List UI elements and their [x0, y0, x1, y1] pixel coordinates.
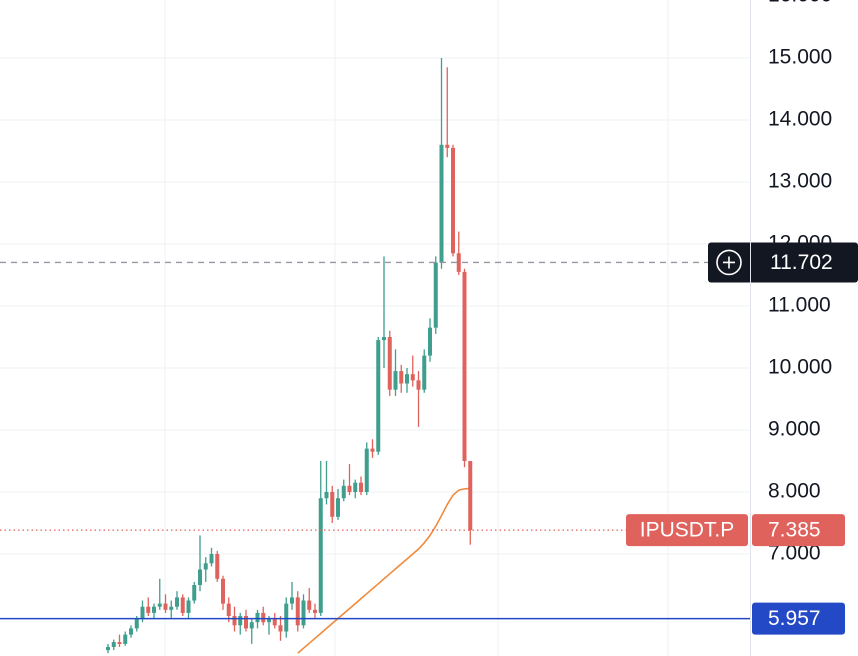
candle-body — [175, 597, 179, 607]
candle-body — [272, 619, 277, 626]
candle-body — [134, 619, 139, 629]
candle-body — [238, 616, 243, 626]
candles — [106, 57, 473, 654]
crosshair-label — [708, 242, 858, 283]
candle-body — [215, 554, 220, 579]
last-price-label — [752, 514, 845, 547]
last-price: 7.385 — [768, 519, 821, 542]
candle-body — [451, 147, 455, 254]
candle-body — [221, 578, 225, 604]
candle-body — [261, 612, 266, 623]
candle-body — [382, 336, 386, 341]
candle-body — [307, 600, 312, 610]
candle-body — [232, 616, 237, 626]
grid — [0, 57, 750, 555]
candle-body — [111, 642, 116, 648]
candle-body — [163, 603, 168, 610]
candle-body — [290, 597, 294, 604]
candle-body — [405, 374, 409, 384]
candle-body — [198, 569, 202, 586]
candle-body — [353, 482, 358, 492]
candle-body — [462, 271, 467, 461]
price-line-label — [752, 602, 845, 635]
candle-body — [433, 262, 438, 328]
y-tick-label: 8.000 — [768, 480, 821, 503]
candle-body — [244, 616, 248, 629]
candle-body — [359, 482, 363, 492]
candle-body — [186, 600, 191, 613]
time-grid — [164, 0, 669, 656]
candle-body — [445, 144, 450, 148]
candle-body — [364, 448, 369, 492]
crosshair-price: 11.702 — [770, 251, 833, 274]
candle-body — [203, 563, 208, 570]
moving-average-line — [297, 487, 471, 654]
price-line-value: 5.957 — [768, 607, 821, 630]
price-scale — [750, 0, 858, 656]
y-tick-label: 13.000 — [768, 170, 832, 193]
candle-body — [416, 380, 421, 390]
candle-body — [123, 634, 128, 644]
candle-body — [169, 606, 174, 610]
candle-body — [278, 625, 283, 632]
add-alert-icon — [723, 256, 735, 269]
candle-body — [341, 485, 346, 499]
candle-body — [318, 498, 323, 613]
candle-body — [192, 585, 197, 601]
add-alert-button — [716, 249, 742, 276]
candle-body — [140, 606, 145, 620]
candle-body — [393, 371, 398, 390]
candle-body — [301, 600, 306, 626]
candle-body — [468, 460, 473, 531]
candle-body — [376, 340, 381, 452]
candle-body — [422, 355, 427, 390]
candle-body — [129, 628, 133, 635]
candle-body — [267, 619, 271, 623]
symbol: IPUSDT.P — [640, 519, 735, 542]
candle-body — [330, 492, 335, 517]
candle-body — [387, 336, 392, 390]
candle-body — [428, 327, 432, 356]
candle-body — [410, 374, 415, 381]
candle-body — [146, 606, 151, 613]
candle-body — [439, 144, 444, 263]
candle-body — [370, 448, 375, 452]
y-tick-label: 14.000 — [768, 108, 832, 131]
candle-body — [152, 606, 156, 613]
y-tick-label: 11.000 — [768, 294, 831, 317]
candle-body — [255, 612, 260, 623]
candle-body — [347, 485, 352, 492]
symbol-label — [626, 514, 748, 547]
candle-body — [336, 498, 340, 517]
candle-body — [180, 597, 185, 613]
candle-body — [295, 597, 300, 626]
candle-body — [456, 253, 461, 272]
candle-body — [399, 371, 404, 384]
y-tick-label: 16.000 — [768, 0, 832, 7]
candle-body — [209, 554, 214, 564]
y-tick-label: 7.000 — [768, 542, 821, 565]
candle-body — [157, 603, 162, 607]
candle-body — [106, 647, 110, 651]
candle-body — [324, 492, 329, 499]
candle-body — [284, 603, 289, 632]
candle-body — [313, 609, 317, 613]
y-tick-label: 10.000 — [768, 356, 832, 379]
candle-body — [226, 603, 231, 617]
y-tick-label: 9.000 — [768, 418, 821, 441]
candle-body — [249, 622, 254, 629]
y-tick-label: 15.000 — [768, 46, 832, 69]
candle-body — [117, 642, 122, 644]
